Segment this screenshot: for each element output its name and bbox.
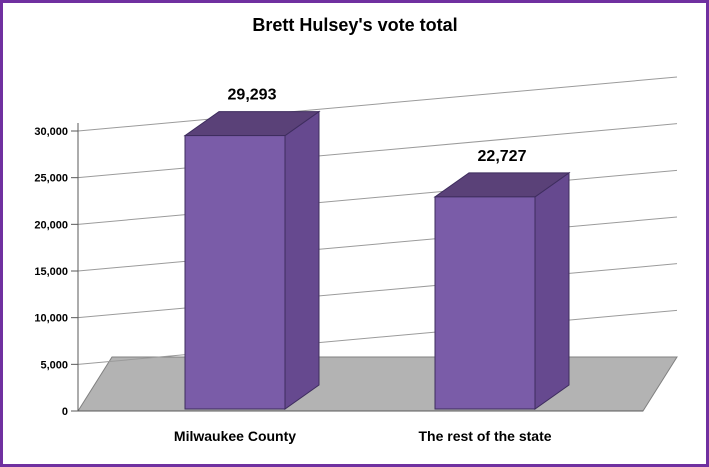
category-labels: Milwaukee County The rest of the state bbox=[174, 428, 552, 444]
vote-total-3d-bar-chart: Brett Hulsey's vote total 0 5,000 10,000 15… bbox=[34, 15, 678, 444]
chart-title: Brett Hulsey's vote total bbox=[252, 15, 457, 35]
value-label: 22,727 bbox=[478, 148, 527, 165]
y-tick-label: 30,000 bbox=[34, 126, 68, 138]
gridline bbox=[77, 169, 678, 225]
gridline bbox=[77, 263, 678, 319]
bar-side-face bbox=[284, 110, 320, 410]
bar-front-face bbox=[434, 196, 536, 410]
gridline bbox=[77, 309, 678, 365]
chart-floor bbox=[77, 356, 678, 412]
category-label: The rest of the state bbox=[418, 428, 551, 444]
y-tick-label: 15,000 bbox=[34, 266, 68, 278]
y-tick-label: 0 bbox=[62, 406, 68, 418]
y-tick-label: 10,000 bbox=[34, 313, 68, 325]
y-tick-label: 25,000 bbox=[34, 173, 68, 185]
bars bbox=[183, 110, 571, 410]
gridline bbox=[77, 216, 678, 272]
bar-front-face bbox=[184, 135, 286, 410]
value-label: 29,293 bbox=[228, 87, 277, 104]
gridlines bbox=[77, 76, 678, 365]
y-tick-label: 20,000 bbox=[34, 219, 68, 231]
bar-side-face bbox=[534, 171, 570, 410]
category-label: Milwaukee County bbox=[174, 428, 296, 444]
y-tick-label: 5,000 bbox=[40, 359, 68, 371]
value-labels: 29,293 22,727 bbox=[228, 87, 527, 165]
y-axis: 0 5,000 10,000 15,000 20,000 25,000 30,000 bbox=[34, 123, 643, 418]
gridline bbox=[77, 123, 678, 179]
gridline bbox=[77, 76, 678, 132]
